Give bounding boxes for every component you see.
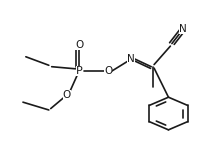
Text: O: O <box>104 66 112 76</box>
Text: N: N <box>178 24 186 34</box>
Text: O: O <box>75 40 83 50</box>
Text: P: P <box>76 66 82 76</box>
Text: O: O <box>63 90 71 100</box>
Text: N: N <box>127 54 134 64</box>
